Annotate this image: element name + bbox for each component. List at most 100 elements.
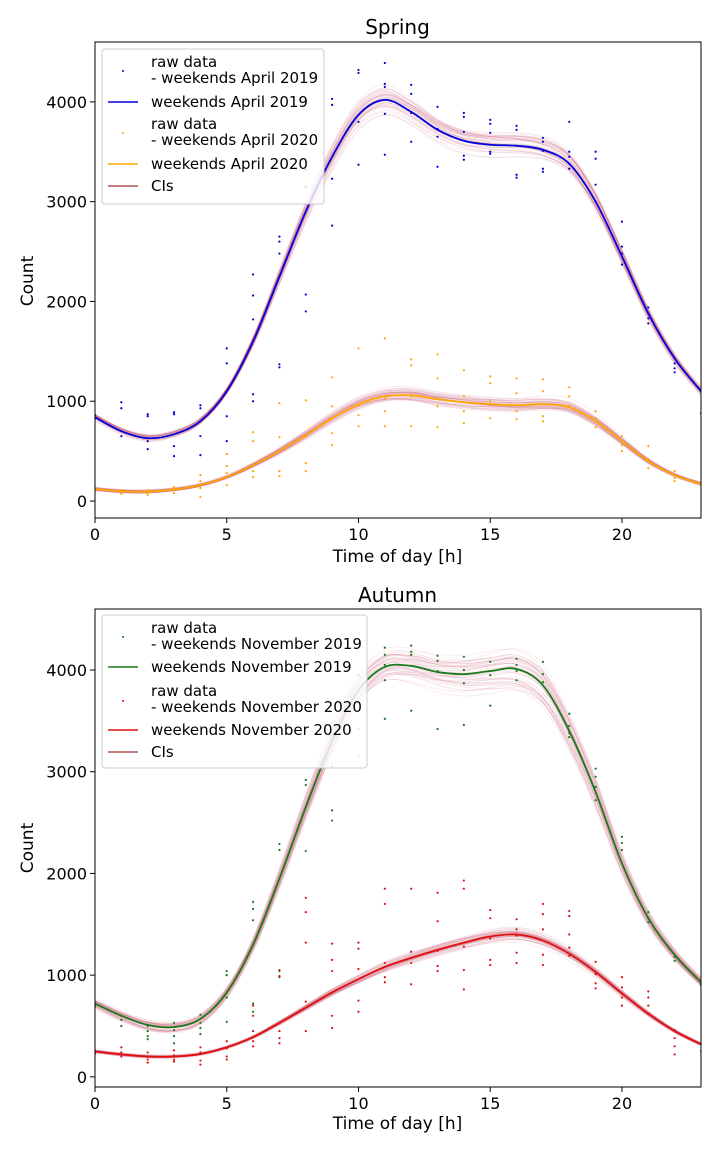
raw-data-point xyxy=(225,1058,228,1061)
raw-data-point xyxy=(278,1037,281,1040)
raw-data-point xyxy=(410,709,413,712)
raw-data-point xyxy=(331,224,334,227)
raw-data-point xyxy=(489,152,492,155)
raw-data-point xyxy=(489,400,492,403)
legend-label: weekends November 2020 xyxy=(151,721,352,739)
raw-data-point xyxy=(462,879,465,882)
raw-data-point xyxy=(251,1002,255,1005)
raw-data-point xyxy=(357,425,360,428)
raw-data-point xyxy=(199,407,202,410)
y-tick-label: 2000 xyxy=(46,292,87,311)
raw-data-point xyxy=(462,655,465,658)
ci-curve xyxy=(95,648,701,1023)
raw-data-point xyxy=(568,724,571,728)
raw-data-point xyxy=(251,440,255,443)
raw-data-point xyxy=(594,417,597,420)
raw-data-point xyxy=(357,1010,360,1013)
raw-data-point xyxy=(436,426,439,429)
raw-data-point xyxy=(620,444,624,447)
ci-curve xyxy=(95,97,701,436)
series-line xyxy=(95,98,701,440)
raw-data-point xyxy=(304,462,307,465)
raw-data-point xyxy=(225,471,228,475)
raw-data-point xyxy=(568,909,571,913)
raw-data-point xyxy=(462,682,465,685)
raw-data-point xyxy=(199,473,202,477)
raw-data-point xyxy=(304,849,307,853)
ci-curve xyxy=(95,97,701,437)
raw-data-point xyxy=(251,431,255,434)
raw-data-point xyxy=(594,987,597,990)
raw-data-point xyxy=(331,177,334,180)
x-axis-label: Time of day [h] xyxy=(332,1114,463,1134)
raw-data-point xyxy=(199,1046,202,1049)
raw-data-point xyxy=(594,767,597,770)
raw-data-point xyxy=(594,150,597,153)
ci-curve xyxy=(95,927,701,1056)
raw-data-point xyxy=(383,902,386,906)
raw-data-point xyxy=(410,950,413,953)
legend-label: weekends April 2020 xyxy=(151,155,308,173)
raw-data-point xyxy=(673,371,676,374)
raw-data-point xyxy=(331,376,334,379)
raw-data-point xyxy=(620,1004,624,1007)
raw-data-point xyxy=(120,435,123,438)
ci-curve xyxy=(95,668,701,1029)
raw-data-point xyxy=(541,672,545,676)
legend-label: - weekends November 2019 xyxy=(151,635,362,653)
raw-data-point xyxy=(172,1060,176,1063)
raw-data-point xyxy=(462,369,465,372)
ci-curve xyxy=(95,396,701,493)
raw-data-point xyxy=(515,679,518,682)
raw-data-point xyxy=(331,444,334,447)
raw-data-point xyxy=(462,887,465,890)
raw-data-point xyxy=(383,961,386,965)
raw-data-point xyxy=(383,61,386,65)
plot-area xyxy=(90,41,702,523)
raw-data-point xyxy=(541,390,545,393)
legend-label: raw data xyxy=(151,53,217,71)
ci-curve xyxy=(95,938,701,1059)
raw-data-point xyxy=(383,425,386,428)
y-tick-label: 1000 xyxy=(46,966,87,985)
ci-curve xyxy=(95,392,701,491)
ci-curve xyxy=(95,654,701,1026)
raw-data-point xyxy=(568,712,571,715)
raw-data-point xyxy=(120,1051,123,1054)
raw-data-point xyxy=(541,963,545,967)
raw-data-point xyxy=(620,848,624,852)
x-tick-label: 15 xyxy=(480,1094,500,1113)
raw-data-point xyxy=(436,165,439,168)
raw-data-point xyxy=(620,996,624,999)
legend-marker xyxy=(122,132,124,134)
raw-data-point xyxy=(172,411,176,414)
raw-data-point xyxy=(620,986,624,989)
raw-data-point xyxy=(120,407,123,410)
raw-data-point xyxy=(594,157,597,160)
raw-data-point xyxy=(462,422,465,425)
raw-data-point xyxy=(146,1058,149,1061)
ci-curve xyxy=(95,392,701,493)
raw-data-point xyxy=(489,908,492,912)
raw-data-point xyxy=(251,318,255,321)
raw-data-point xyxy=(199,454,202,457)
raw-data-point xyxy=(304,778,307,781)
raw-data-point xyxy=(489,382,492,385)
raw-data-point xyxy=(251,1045,255,1048)
raw-data-point xyxy=(251,907,255,911)
series-line xyxy=(95,933,701,1058)
raw-data-point xyxy=(251,1004,255,1007)
raw-data-point xyxy=(172,413,176,416)
raw-data-point xyxy=(647,996,650,999)
ci-curve xyxy=(95,939,701,1059)
ci-curve xyxy=(95,938,701,1059)
raw-data-point xyxy=(383,112,386,115)
raw-data-point xyxy=(673,469,676,473)
raw-data-point xyxy=(278,240,281,243)
ci-curve xyxy=(95,92,701,437)
raw-data-point xyxy=(383,85,386,89)
raw-data-point xyxy=(515,176,518,179)
raw-data-point xyxy=(462,130,465,133)
ci-curve xyxy=(95,87,701,437)
raw-data-point xyxy=(410,961,413,965)
